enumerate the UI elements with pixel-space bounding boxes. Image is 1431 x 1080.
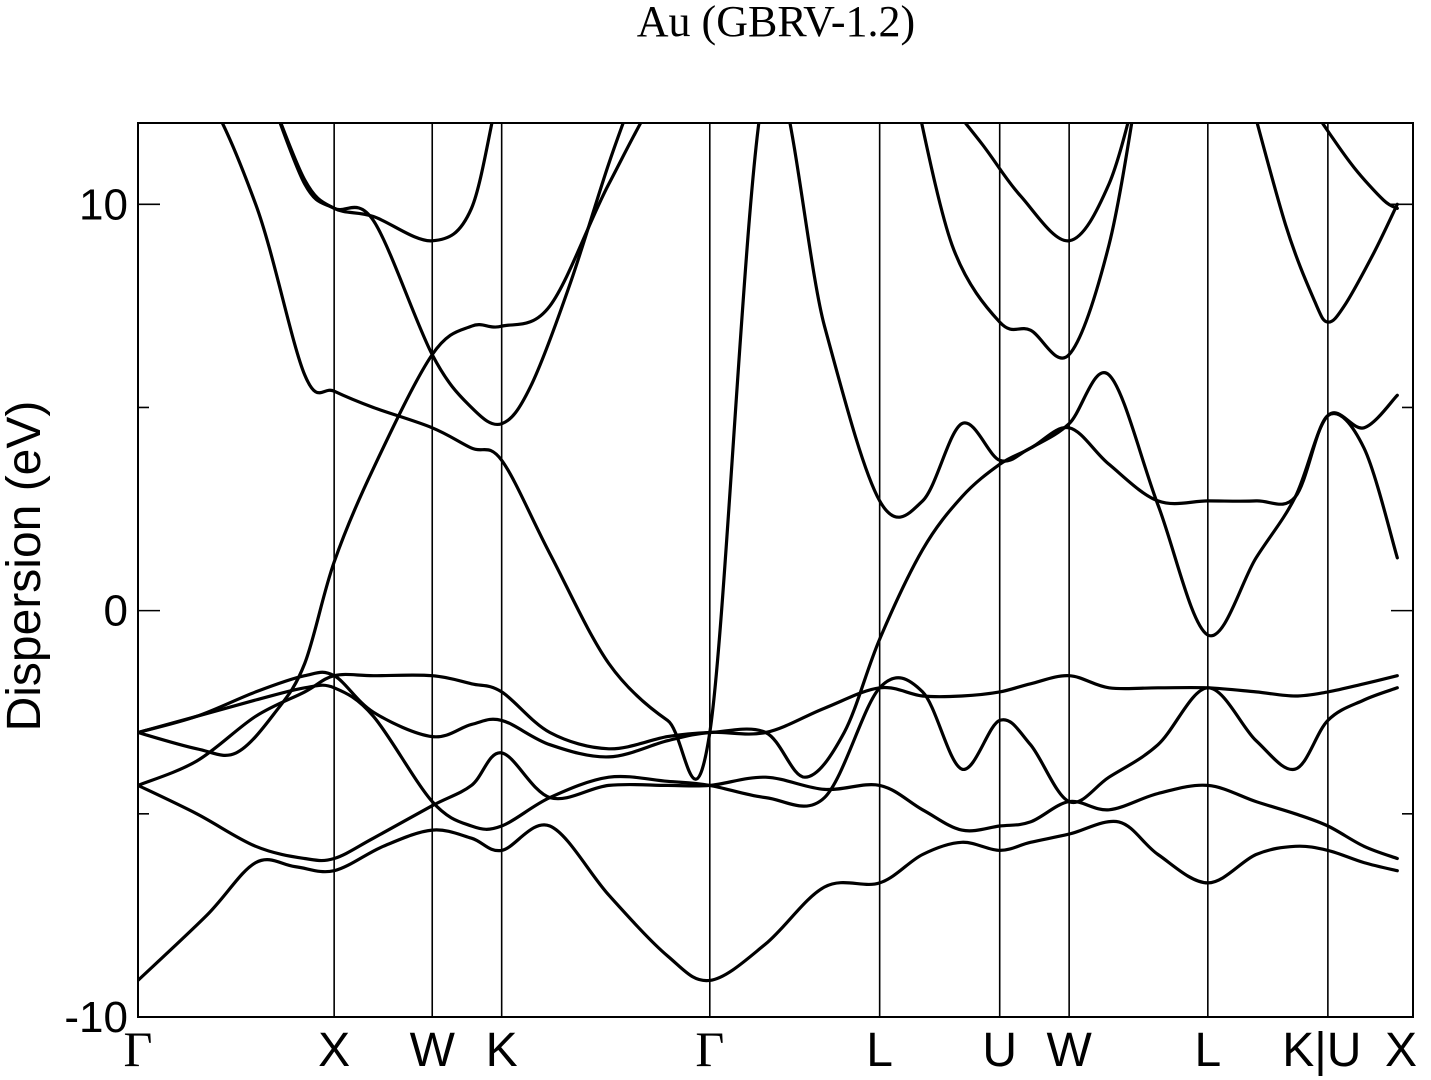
kpoint-label: W — [1046, 1024, 1092, 1077]
band-line-1 — [138, 819, 1399, 983]
kpoint-label: Γ — [695, 1021, 724, 1077]
band-line-7 — [220, 123, 1399, 781]
y-ticks: -10 0 10 — [64, 180, 1413, 1042]
y-axis-label: Dispersion (eV) — [0, 401, 51, 732]
band-line-12 — [1255, 123, 1399, 324]
y-tick-label: -10 — [64, 993, 128, 1042]
y-tick-label: 10 — [79, 180, 128, 229]
kpoint-label: Γ — [124, 1021, 153, 1077]
band-line-13 — [1320, 123, 1399, 210]
kpoint-label: L — [866, 1024, 893, 1077]
band-line-3 — [138, 123, 643, 757]
kpoint-label: X — [318, 1024, 350, 1077]
band-line-6 — [138, 670, 1399, 759]
plot-frame — [137, 122, 1414, 1018]
kpoint-label: X — [1385, 1024, 1417, 1077]
band-line-10 — [920, 123, 1134, 360]
band-line-8 — [278, 123, 625, 427]
kpoint-label: K — [486, 1024, 518, 1077]
kpoint-lines — [333, 123, 1329, 1017]
band-line-11 — [963, 123, 1130, 243]
kpoint-labels: Γ X W K Γ L U W L K|U X — [124, 1021, 1417, 1077]
chart-title: Au (GBRV-1.2) — [637, 0, 915, 46]
kpoint-label: K|U — [1282, 1024, 1361, 1077]
bands — [138, 123, 1399, 983]
band-line-2 — [138, 751, 1399, 863]
kpoint-label: L — [1194, 1024, 1221, 1077]
kpoint-label: W — [410, 1024, 456, 1077]
band-line-9 — [279, 123, 494, 243]
band-line-4 — [138, 371, 1399, 787]
y-tick-label: 0 — [104, 587, 128, 636]
kpoint-label: U — [982, 1024, 1017, 1077]
